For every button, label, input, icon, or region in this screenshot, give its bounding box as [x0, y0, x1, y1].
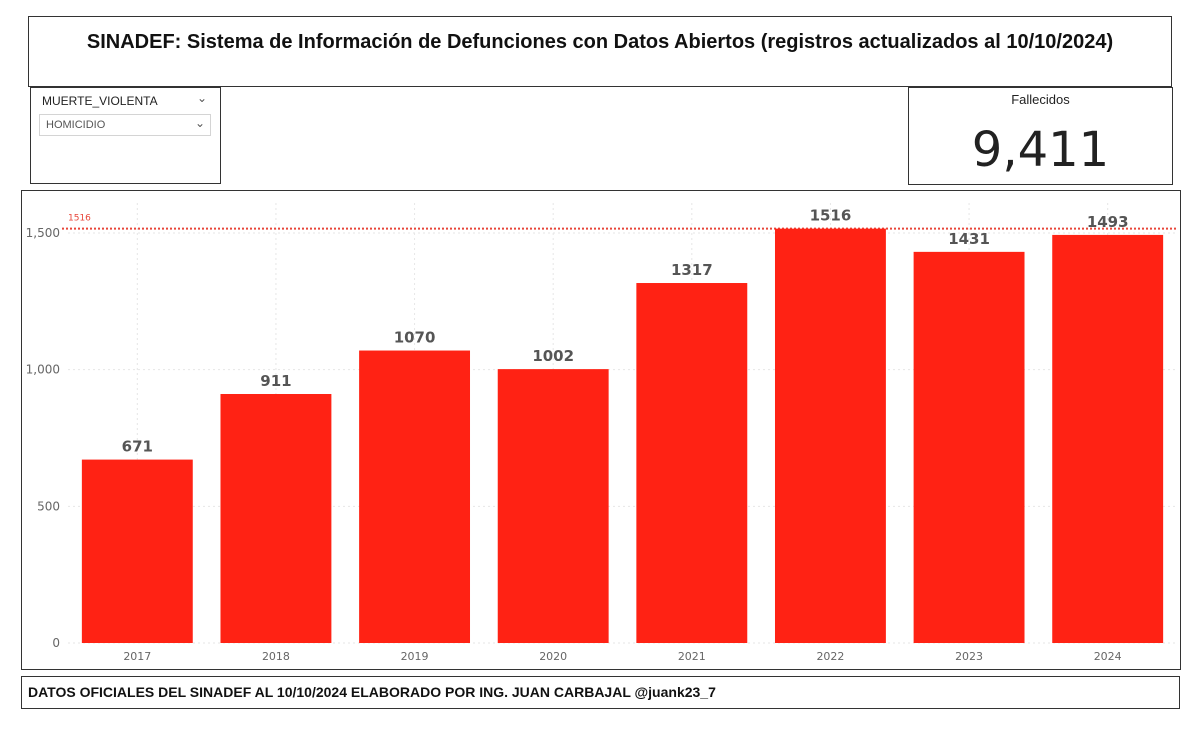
data-labels: 671 911 1070 1002 1317 1516 1431 1493 — [122, 207, 1129, 456]
bars — [81, 228, 1164, 644]
x-tick-label: 2021 — [678, 650, 706, 663]
y-tick-label: 1,000 — [26, 363, 60, 377]
chevron-down-icon[interactable]: ⌄ — [197, 91, 208, 105]
bar-2024 — [1052, 234, 1164, 643]
card-label: Fallecidos — [1011, 92, 1070, 107]
x-tick-label: 2023 — [955, 650, 983, 663]
x-tick-label: 2018 — [262, 650, 290, 663]
data-label-2017: 671 — [122, 438, 153, 456]
card-value: 9,411 — [971, 122, 1110, 178]
data-label-2018: 911 — [260, 372, 291, 390]
bar-2023 — [913, 251, 1025, 644]
footer-panel: DATOS OFICIALES DEL SINADEF AL 10/10/202… — [21, 676, 1180, 709]
bar-2019 — [359, 350, 471, 643]
x-tick-label: 2024 — [1094, 650, 1122, 663]
bar-2021 — [636, 283, 748, 643]
bar-chart: 0 500 1,000 1,500 1516 671 911 1070 1002 1317 15… — [26, 203, 1177, 663]
title-panel: SINADEF: Sistema de Información de Defun… — [28, 16, 1172, 87]
bar-2017 — [81, 459, 193, 643]
fallecidos-card: Fallecidos 9,411 — [908, 87, 1173, 185]
data-label-2020: 1002 — [532, 347, 574, 365]
bar-2018 — [220, 393, 332, 643]
data-label-2022: 1516 — [810, 207, 852, 225]
reference-line-layer: 1516 — [62, 214, 1177, 230]
y-tick-label: 500 — [37, 499, 60, 513]
data-label-2023: 1431 — [948, 230, 990, 248]
slicer-selected-value: HOMICIDIO — [46, 119, 106, 131]
x-tick-label: 2020 — [539, 650, 567, 663]
slicer-field-label: MUERTE_VIOLENTA — [42, 94, 158, 108]
x-axis: 2017 2018 2019 2020 2021 2022 2023 2024 — [123, 650, 1121, 663]
bar-2022 — [774, 228, 886, 644]
x-tick-label: 2022 — [816, 650, 844, 663]
x-tick-label: 2017 — [123, 650, 151, 663]
slicer-dropdown[interactable]: HOMICIDIO ⌄ — [39, 114, 211, 136]
bar-2020 — [497, 369, 609, 643]
muerte-violenta-slicer: MUERTE_VIOLENTA ⌄ HOMICIDIO ⌄ — [30, 87, 221, 184]
chevron-down-icon[interactable]: ⌄ — [194, 116, 205, 130]
page-title: SINADEF: Sistema de Información de Defun… — [86, 31, 1114, 53]
data-label-2021: 1317 — [671, 261, 713, 279]
y-axis: 0 500 1,000 1,500 — [26, 226, 60, 650]
y-tick-label: 0 — [52, 636, 60, 650]
reference-line-label: 1516 — [68, 214, 91, 224]
chart-panel: 0 500 1,000 1,500 1516 671 911 1070 1002 1317 15… — [21, 190, 1181, 670]
y-tick-label: 1,500 — [26, 226, 60, 240]
footer-credit: DATOS OFICIALES DEL SINADEF AL 10/10/202… — [28, 684, 716, 700]
x-tick-label: 2019 — [401, 650, 429, 663]
data-label-2024: 1493 — [1087, 213, 1129, 231]
data-label-2019: 1070 — [394, 329, 436, 347]
